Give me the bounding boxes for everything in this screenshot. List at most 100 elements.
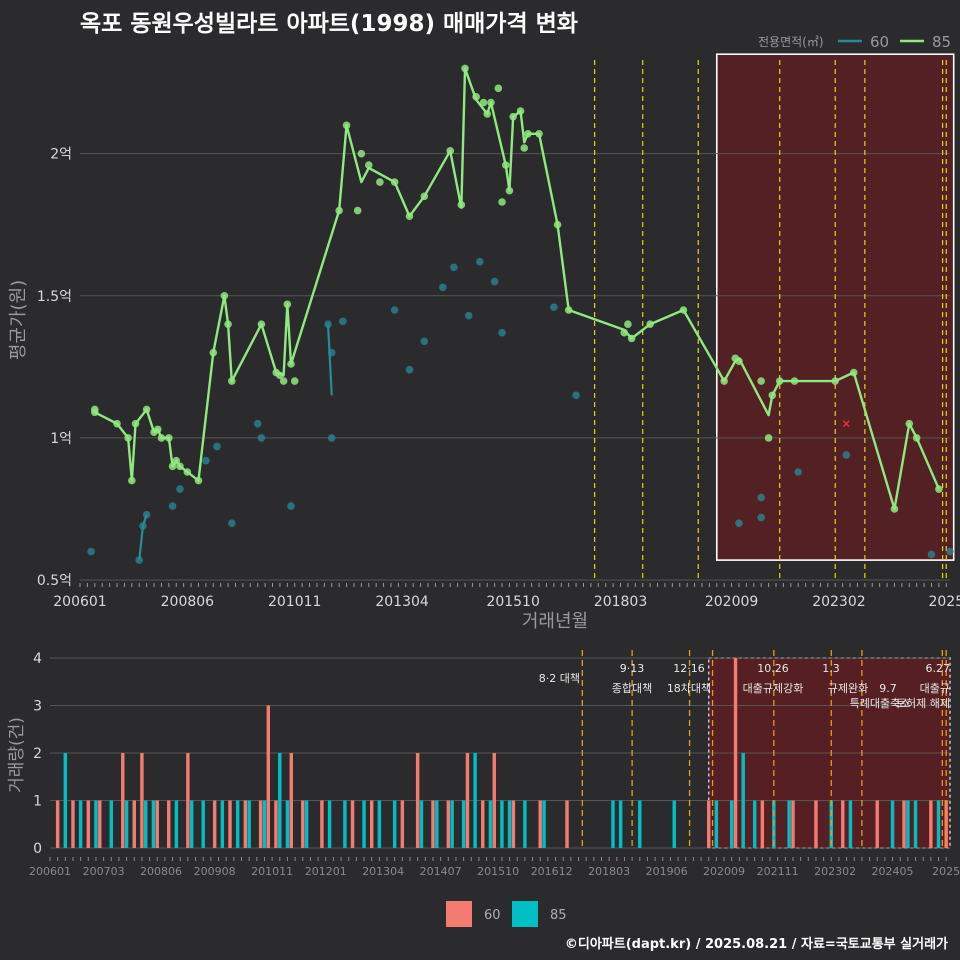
bar-60 bbox=[55, 800, 60, 848]
bar-85 bbox=[906, 800, 910, 848]
point-60 bbox=[87, 547, 95, 556]
bar-85 bbox=[377, 800, 382, 848]
point-60 bbox=[757, 513, 765, 522]
bar-85 bbox=[362, 800, 366, 848]
bar-85 bbox=[262, 800, 267, 848]
point-60 bbox=[202, 456, 210, 465]
series-60-line-b bbox=[326, 324, 333, 396]
bar-85 bbox=[124, 800, 129, 848]
point-85 bbox=[624, 320, 632, 329]
event-label: 6.27 bbox=[926, 662, 951, 675]
bar-60 bbox=[446, 800, 451, 848]
bar-85 bbox=[174, 800, 179, 848]
bar-60 bbox=[155, 800, 159, 848]
bar-85 bbox=[392, 800, 397, 848]
bar-85 bbox=[741, 753, 745, 848]
bottom-x-tick-label: 201407 bbox=[420, 865, 462, 878]
bottom-x-tick-label: 201304 bbox=[362, 865, 404, 878]
point-60 bbox=[439, 283, 447, 292]
y-tick-label: 0.5억 bbox=[37, 573, 72, 589]
bottom-x-tick-label: 200601 bbox=[29, 865, 71, 878]
bar-85 bbox=[220, 800, 225, 848]
bar-60 bbox=[841, 800, 845, 848]
point-60 bbox=[490, 277, 499, 286]
bar-85 bbox=[78, 800, 83, 848]
point-60 bbox=[927, 550, 936, 559]
bar-85 bbox=[523, 800, 527, 848]
point-60 bbox=[176, 485, 184, 493]
point-85 bbox=[520, 144, 529, 152]
bar-85 bbox=[419, 800, 424, 848]
bar-60 bbox=[186, 753, 190, 848]
bar-60 bbox=[929, 800, 933, 848]
x-tick-label: 202009 bbox=[705, 594, 758, 610]
event-label: 1.3 bbox=[822, 662, 840, 675]
bottom-y-axis-label: 거래량(건) bbox=[7, 717, 27, 793]
bar-60 bbox=[565, 800, 569, 848]
y-tick-label: 1.5억 bbox=[37, 289, 72, 305]
bar-60 bbox=[369, 800, 374, 848]
event-label: 대출규제강화 bbox=[743, 682, 804, 695]
point-60 bbox=[842, 451, 851, 459]
bar-60 bbox=[350, 800, 355, 848]
legend-label-85: 85 bbox=[932, 33, 951, 51]
x-tick-label: 201510 bbox=[486, 594, 539, 610]
bar-85 bbox=[752, 800, 757, 848]
bar-85 bbox=[672, 800, 676, 848]
bottom-x-tick-label: 201201 bbox=[305, 865, 347, 878]
point-60 bbox=[327, 434, 336, 442]
bar-60 bbox=[320, 800, 324, 848]
point-60 bbox=[572, 391, 580, 400]
x-tick-label: 201304 bbox=[375, 594, 429, 610]
bar-85 bbox=[63, 753, 68, 848]
point-60 bbox=[227, 519, 236, 527]
y-tick-label: 2억 bbox=[50, 147, 72, 163]
source-caption: ©디아파트(dapt.kr) / 2025.08.21 / 자료=국토교통부 실… bbox=[564, 937, 948, 952]
bottom-x-tick-label: 201011 bbox=[251, 865, 293, 878]
chart-title: 옥포 동원우성빌라트 아파트(1998) 매매가격 변화 bbox=[80, 11, 578, 37]
point-60 bbox=[464, 311, 473, 320]
x-tick-label: 201011 bbox=[268, 594, 321, 610]
event-label: 9.7 bbox=[879, 682, 897, 695]
event-label: 12·16 bbox=[673, 662, 705, 675]
bar-60 bbox=[140, 753, 144, 848]
point-85 bbox=[494, 84, 503, 93]
bar-60 bbox=[98, 800, 102, 848]
bar-60 bbox=[902, 800, 906, 848]
bar-60 bbox=[707, 800, 711, 848]
bar-60 bbox=[132, 800, 136, 848]
point-60 bbox=[794, 468, 803, 476]
bottom-x-tick-label: 202111 bbox=[757, 865, 799, 878]
bottom-x-tick-label: 201906 bbox=[646, 865, 688, 878]
bottom-legend-swatch-60 bbox=[446, 901, 472, 927]
point-85 bbox=[353, 206, 362, 215]
point-60 bbox=[476, 257, 484, 266]
bottom-x-tick-label: 2025 bbox=[932, 865, 960, 878]
bar-60 bbox=[875, 800, 879, 848]
bar-60 bbox=[274, 800, 278, 848]
bar-85 bbox=[285, 800, 290, 848]
bar-60 bbox=[733, 658, 738, 848]
bar-85 bbox=[109, 800, 113, 848]
bottom-y-tick-label: 2 bbox=[33, 746, 42, 762]
bar-85 bbox=[714, 800, 719, 848]
bar-60 bbox=[538, 800, 542, 848]
bar-60 bbox=[400, 800, 405, 848]
series-85-line bbox=[94, 67, 940, 511]
bottom-x-tick-label: 200703 bbox=[83, 865, 125, 878]
point-60 bbox=[498, 328, 506, 337]
bar-60 bbox=[465, 753, 470, 848]
bar-85 bbox=[343, 800, 347, 848]
point-60 bbox=[257, 434, 266, 442]
point-60 bbox=[287, 502, 295, 510]
point-60 bbox=[450, 263, 458, 272]
bar-85 bbox=[461, 800, 466, 848]
point-60 bbox=[757, 493, 765, 502]
x-tick-label: 202302 bbox=[812, 594, 865, 610]
legend-label-60: 60 bbox=[870, 33, 889, 51]
bar-85 bbox=[304, 800, 309, 848]
bottom-x-tick-label: 201803 bbox=[588, 865, 630, 878]
bottom-x-tick-label: 200908 bbox=[194, 865, 236, 878]
event-label: 9·13 bbox=[620, 662, 645, 675]
